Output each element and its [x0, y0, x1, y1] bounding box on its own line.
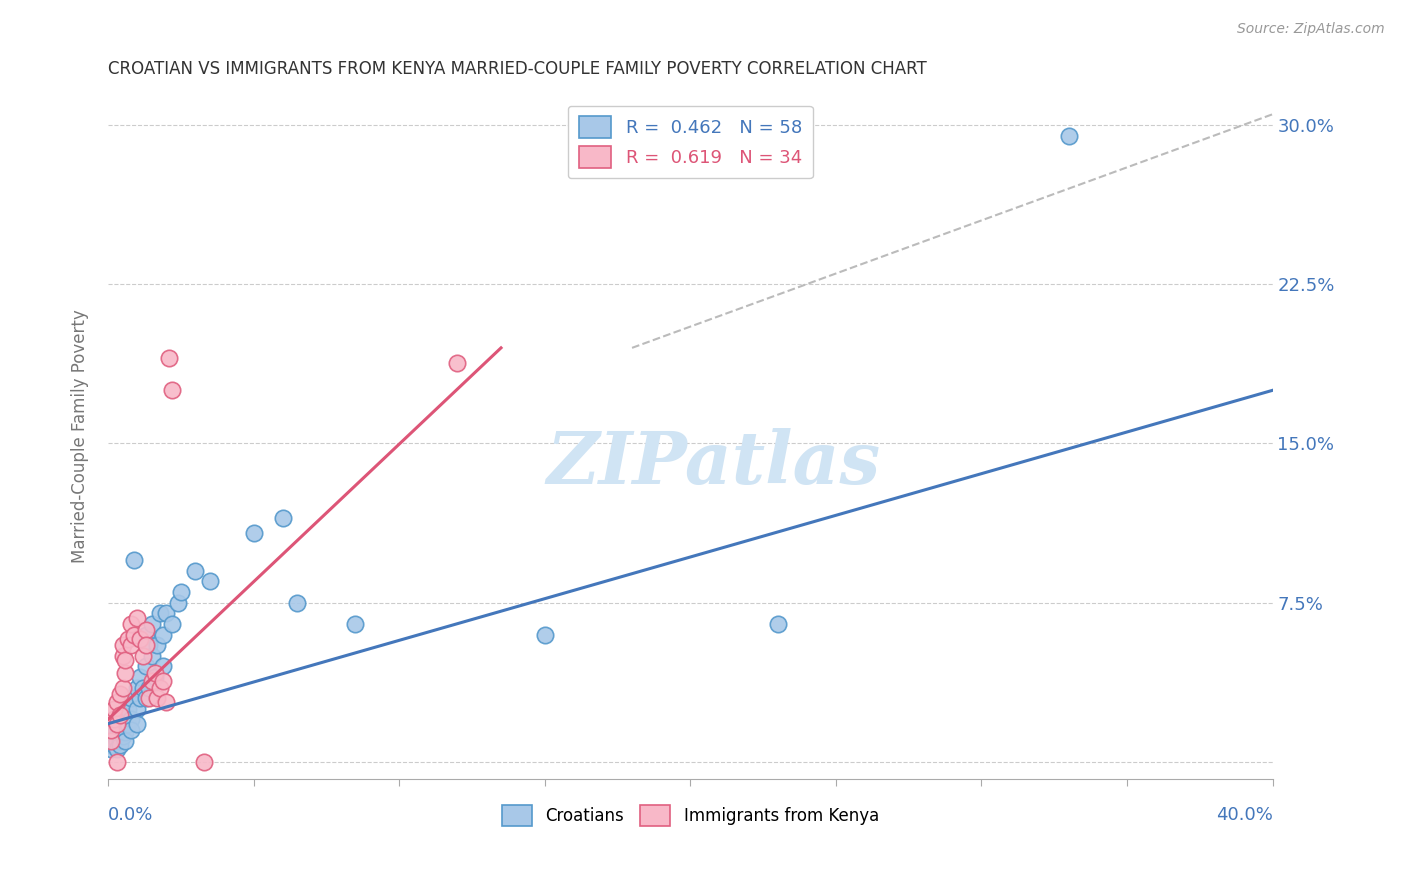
Point: [105, 733, 128, 747]
Point: [114, 713, 136, 727]
Text: Source: ZipAtlas.com: Source: ZipAtlas.com: [1237, 22, 1385, 37]
Point: [132, 648, 155, 663]
Point: [103, 733, 125, 747]
Point: [120, 713, 142, 727]
Text: 40.0%: 40.0%: [1216, 806, 1272, 824]
Point: [127, 702, 149, 716]
Point: [146, 638, 169, 652]
Point: [120, 723, 142, 737]
Point: [344, 616, 367, 631]
Point: [111, 638, 134, 652]
Point: [149, 607, 172, 621]
Point: [114, 665, 136, 680]
Point: [114, 653, 136, 667]
Point: [114, 725, 136, 739]
Point: [111, 648, 134, 663]
Point: [155, 607, 177, 621]
Point: [135, 691, 157, 706]
Point: [155, 696, 177, 710]
Point: [149, 681, 172, 695]
Point: [103, 721, 125, 735]
Point: [103, 702, 125, 716]
Point: [141, 616, 163, 631]
Point: [143, 670, 166, 684]
Point: [152, 674, 174, 689]
Point: [285, 596, 308, 610]
Point: [108, 725, 131, 739]
Point: [135, 624, 157, 638]
Point: [132, 681, 155, 695]
Y-axis label: Married-Couple Family Poverty: Married-Couple Family Poverty: [72, 310, 89, 563]
Point: [105, 716, 128, 731]
Point: [143, 665, 166, 680]
Text: 0.0%: 0.0%: [108, 806, 153, 824]
Point: [103, 725, 125, 739]
Point: [167, 596, 190, 610]
Point: [111, 681, 134, 695]
Point: [138, 691, 160, 706]
Point: [160, 616, 183, 631]
Point: [103, 738, 125, 752]
Point: [105, 696, 128, 710]
Point: [160, 384, 183, 398]
Point: [198, 574, 221, 589]
Point: [271, 510, 294, 524]
Point: [135, 627, 157, 641]
Point: [141, 674, 163, 689]
Point: [120, 616, 142, 631]
Legend: Croatians, Immigrants from Kenya: Croatians, Immigrants from Kenya: [495, 798, 886, 832]
Point: [129, 632, 152, 646]
Point: [152, 659, 174, 673]
Point: [105, 742, 128, 756]
Point: [120, 638, 142, 652]
Point: [766, 616, 789, 631]
Point: [108, 687, 131, 701]
Point: [170, 585, 193, 599]
Point: [108, 713, 131, 727]
Point: [117, 632, 139, 646]
Point: [446, 356, 468, 370]
Point: [129, 670, 152, 684]
Point: [127, 716, 149, 731]
Point: [135, 659, 157, 673]
Point: [127, 610, 149, 624]
Point: [111, 721, 134, 735]
Point: [152, 627, 174, 641]
Text: CROATIAN VS IMMIGRANTS FROM KENYA MARRIED-COUPLE FAMILY POVERTY CORRELATION CHAR: CROATIAN VS IMMIGRANTS FROM KENYA MARRIE…: [108, 60, 927, 78]
Point: [100, 733, 122, 747]
Point: [157, 351, 180, 366]
Point: [193, 755, 215, 769]
Point: [138, 681, 160, 695]
Point: [1057, 128, 1080, 143]
Point: [100, 730, 122, 744]
Point: [122, 627, 145, 641]
Point: [105, 730, 128, 744]
Point: [533, 627, 555, 641]
Point: [105, 755, 128, 769]
Point: [129, 691, 152, 706]
Point: [105, 716, 128, 731]
Point: [100, 723, 122, 737]
Point: [100, 742, 122, 756]
Point: [100, 738, 122, 752]
Point: [111, 708, 134, 723]
Text: ZIPatlas: ZIPatlas: [547, 428, 880, 499]
Point: [146, 691, 169, 706]
Point: [117, 702, 139, 716]
Point: [127, 681, 149, 695]
Point: [184, 564, 207, 578]
Point: [135, 638, 157, 652]
Point: [108, 738, 131, 752]
Point: [138, 638, 160, 652]
Point: [111, 730, 134, 744]
Point: [122, 553, 145, 567]
Point: [108, 733, 131, 747]
Point: [242, 525, 264, 540]
Point: [141, 648, 163, 663]
Point: [120, 691, 142, 706]
Point: [103, 713, 125, 727]
Point: [114, 733, 136, 747]
Point: [117, 716, 139, 731]
Point: [108, 708, 131, 723]
